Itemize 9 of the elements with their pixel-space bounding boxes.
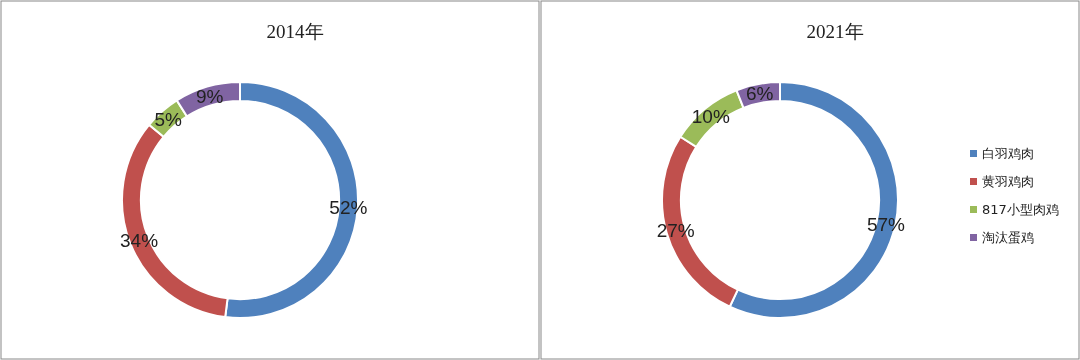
data-label: 34%	[120, 229, 159, 251]
legend-label: 817小型肉鸡	[982, 202, 1059, 217]
legend-label: 白羽鸡肉	[982, 146, 1034, 161]
chart-title: 2014年	[266, 21, 324, 42]
legend-label: 淘汰蛋鸡	[982, 230, 1034, 245]
chart-title: 2021年	[806, 21, 864, 42]
data-label: 6%	[745, 83, 774, 105]
data-label: 9%	[195, 85, 224, 107]
legend-label: 黄羽鸡肉	[982, 174, 1034, 189]
